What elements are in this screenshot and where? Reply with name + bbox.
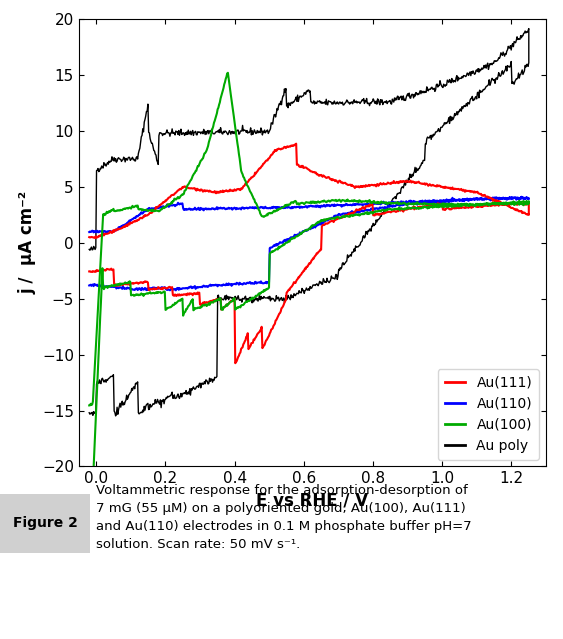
FancyBboxPatch shape: [0, 493, 90, 553]
Text: Figure 2: Figure 2: [12, 516, 78, 530]
Legend: Au(111), Au(110), Au(100), Au poly: Au(111), Au(110), Au(100), Au poly: [437, 369, 539, 459]
Y-axis label: j /  μA cm⁻²: j / μA cm⁻²: [19, 191, 37, 295]
X-axis label: E vs RHE / V: E vs RHE / V: [256, 492, 369, 510]
Text: Voltammetric response for the adsorption-desorption of
7 mG (55 μM) on a polyori: Voltammetric response for the adsorption…: [96, 484, 471, 551]
